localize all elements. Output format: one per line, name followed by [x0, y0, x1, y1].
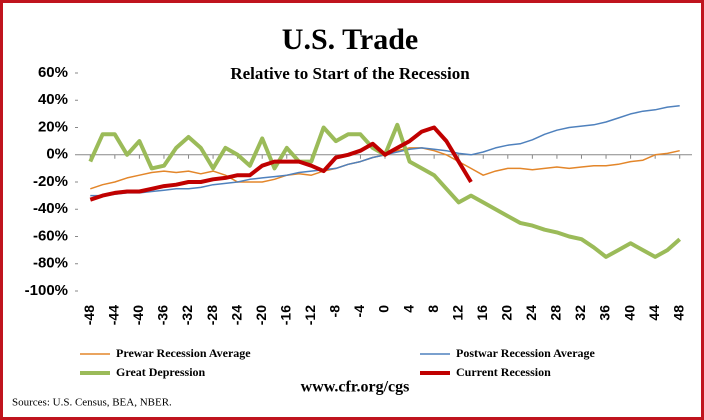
x-tick-label: 28: [548, 305, 564, 321]
y-tick-label: -60%: [33, 227, 68, 244]
x-tick-label: 36: [597, 305, 613, 321]
x-tick-label: -32: [179, 305, 195, 325]
legend-label: Great Depression: [116, 365, 206, 379]
line-series: [89, 125, 473, 202]
x-tick-label: -12: [302, 305, 318, 325]
x-tick-label: -20: [253, 305, 269, 325]
y-tick-label: 0%: [46, 146, 68, 163]
legend-label: Current Recession: [456, 365, 551, 379]
x-tick-label: 48: [670, 305, 686, 321]
x-tick-label: 40: [621, 305, 637, 321]
y-tick-label: 40%: [38, 91, 68, 108]
x-tick-label: -36: [155, 305, 171, 325]
x-tick-label: 4: [400, 305, 416, 313]
x-tick-label: 24: [523, 305, 539, 321]
x-tick-label: 32: [572, 305, 588, 321]
x-tick-label: -8: [327, 305, 343, 318]
x-tick-label: -16: [277, 305, 293, 325]
x-tick-label: -28: [204, 305, 220, 325]
x-tick-label: 16: [474, 305, 490, 321]
x-tick-label: 12: [449, 305, 465, 321]
x-tick-label: 20: [499, 305, 515, 321]
chart-title: U.S. Trade: [282, 23, 418, 56]
x-tick-label: 44: [646, 305, 662, 321]
y-tick-label: 20%: [38, 118, 68, 135]
x-tick-label: 8: [425, 305, 441, 313]
chart-subtitle: Relative to Start of the Recession: [230, 64, 470, 83]
y-tick-label: 60%: [38, 64, 68, 81]
url: www.cfr.org/cgs: [301, 379, 410, 396]
x-tick-label: -48: [81, 305, 97, 325]
y-tick-label: -100%: [25, 282, 68, 299]
x-tick-label: 0: [376, 305, 392, 313]
y-tick-label: -20%: [33, 173, 68, 190]
legend-label: Prewar Recession Average: [116, 346, 251, 360]
x-tick-label: -24: [228, 305, 244, 325]
y-tick-label: -80%: [33, 255, 68, 272]
x-tick-label: -44: [106, 305, 122, 325]
legend-label: Postwar Recession Average: [456, 346, 596, 360]
x-tick-label: -40: [130, 305, 146, 325]
x-tick-label: -4: [351, 305, 367, 318]
source: Sources: U.S. Census, BEA, NBER.: [12, 397, 172, 409]
y-tick-label: -40%: [33, 200, 68, 217]
